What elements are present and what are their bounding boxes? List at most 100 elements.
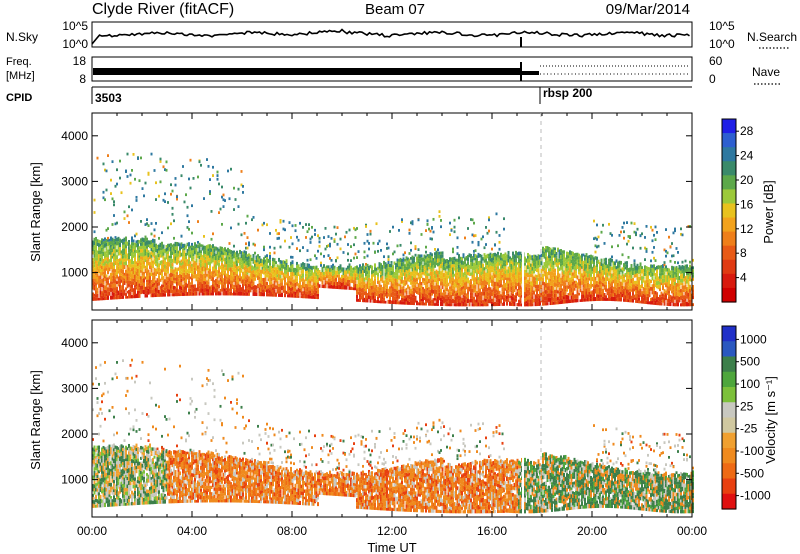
nsky-frame: [91, 21, 693, 48]
scatter-cell: [602, 293, 604, 297]
scatter-cell: [396, 282, 399, 287]
scatter-cell: [393, 288, 396, 293]
scatter-cell: [515, 278, 517, 283]
scatter-cell: [305, 284, 307, 289]
scatter-cell: [183, 250, 186, 255]
scatter-cell: [551, 261, 553, 265]
scatter-cell: [585, 277, 588, 281]
scatter-cell: [294, 295, 297, 298]
scatter-cell: [449, 276, 451, 280]
scatter-cell: [473, 288, 475, 293]
scatter-cell: [455, 299, 457, 304]
scatter-cell: [501, 302, 504, 306]
scatter-cell: [278, 232, 280, 235]
scatter-cell: [203, 197, 205, 200]
scatter-cell: [296, 278, 298, 282]
scatter-cell: [428, 260, 430, 264]
scatter-cell: [654, 276, 657, 280]
scatter-cell: [195, 268, 198, 271]
scatter-cell: [414, 299, 417, 303]
scatter-cell: [659, 301, 661, 306]
scatter-cell: [318, 277, 321, 281]
scatter-cell: [318, 269, 321, 274]
scatter-cell: [294, 287, 297, 292]
scatter-cell: [575, 252, 577, 258]
scatter-cell: [303, 290, 306, 295]
scatter-cell: [144, 259, 147, 263]
scatter-cell: [494, 289, 496, 294]
scatter-cell: [366, 254, 369, 258]
scatter-cell: [330, 277, 333, 281]
scatter-cell: [416, 256, 418, 261]
scatter-cell: [437, 255, 439, 259]
scatter-cell: [342, 267, 345, 272]
scatter-cell: [293, 291, 295, 294]
scatter-cell: [125, 293, 127, 297]
scatter-cell: [242, 260, 244, 266]
scatter-cell: [593, 292, 595, 297]
scatter-cell: [140, 156, 142, 160]
scatter-cell: [504, 266, 507, 271]
scatter-cell: [387, 246, 390, 250]
scatter-cell: [663, 263, 666, 267]
scatter-cell: [614, 292, 616, 297]
scatter-cell: [531, 263, 534, 267]
scatter-cell: [603, 277, 606, 282]
scatter-cell: [464, 290, 466, 293]
scatter-cell: [419, 291, 421, 295]
scatter-cell: [584, 257, 586, 261]
scatter-cell: [176, 257, 178, 262]
scatter-cell: [188, 293, 190, 296]
scatter-cell: [143, 249, 145, 253]
scatter-cell: [530, 281, 532, 285]
scatter-cell: [221, 250, 223, 255]
scatter-cell: [195, 264, 198, 269]
scatter-cell: [191, 231, 193, 235]
scatter-cell: [363, 269, 366, 274]
scatter-cell: [344, 285, 346, 290]
scatter-cell: [615, 269, 618, 274]
scatter-cell: [326, 280, 328, 285]
scatter-cell: [260, 291, 262, 297]
scatter-cell: [626, 270, 628, 275]
scatter-cell: [372, 295, 375, 299]
scatter-cell: [228, 259, 231, 264]
scatter-cell: [548, 246, 550, 251]
scatter-cell: [195, 278, 198, 282]
scatter-cell: [261, 281, 264, 285]
scatter-cell: [362, 294, 364, 299]
scatter-cell: [243, 250, 246, 254]
scatter-cell: [170, 263, 172, 269]
scatter-cell: [114, 296, 117, 300]
scatter-cell: [546, 290, 549, 294]
scatter-cell: [656, 273, 658, 278]
scatter-cell: [666, 302, 669, 306]
scatter-cell: [332, 266, 334, 271]
scatter-cell: [335, 285, 337, 289]
scatter-cell: [668, 268, 670, 273]
scatter-cell: [447, 282, 450, 287]
scatter-cell: [119, 264, 121, 270]
scatter-cell: [266, 254, 268, 257]
scatter-cell: [272, 294, 274, 297]
scatter-cell: [116, 221, 118, 225]
scatter-cell: [422, 257, 424, 262]
scatter-cell: [296, 281, 298, 286]
scatter-cell: [366, 293, 369, 296]
scatter-cell: [600, 265, 603, 269]
scatter-cell: [627, 289, 630, 293]
scatter-cell: [564, 271, 567, 275]
scatter-cell: [224, 261, 226, 265]
scatter-cell: [350, 269, 352, 273]
scatter-cell: [156, 293, 159, 297]
scatter-cell: [482, 291, 484, 296]
scatter-cell: [470, 272, 472, 276]
scatter-cell: [639, 273, 642, 277]
scatter-cell: [255, 266, 258, 270]
scatter-cell: [389, 286, 391, 290]
scatter-cell: [356, 256, 358, 259]
scatter-cell: [116, 281, 118, 285]
scatter-cell: [383, 260, 385, 265]
scatter-cell: [537, 273, 540, 278]
scatter-cell: [146, 279, 148, 283]
